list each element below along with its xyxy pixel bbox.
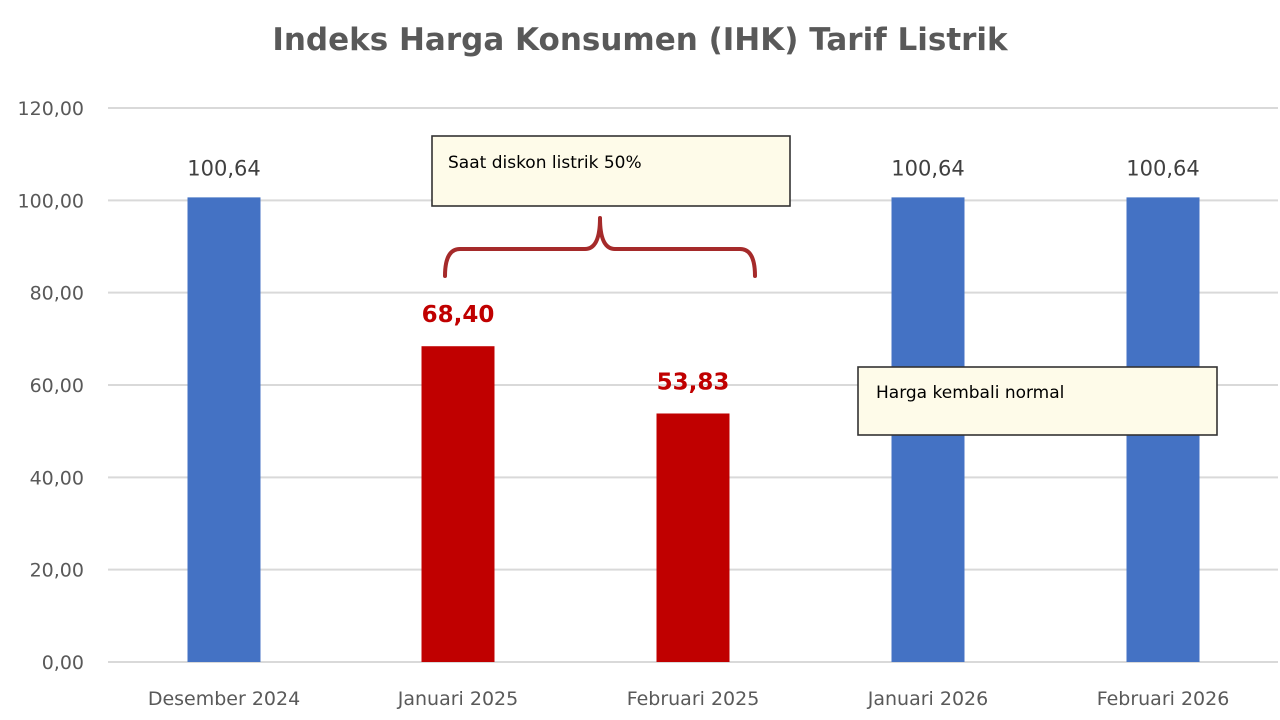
discount-callout: Saat diskon listrik 50% [431,135,791,278]
bar-januari-2025 [421,346,495,662]
data-label: 53,83 [657,369,730,395]
data-label: 100,64 [891,156,964,180]
normal-note-text: Harga kembali normal [876,383,1064,403]
x-tick-label: Februari 2025 [627,688,760,710]
bar-februari-2025 [656,413,730,662]
y-tick-label: 120,00 [18,98,84,120]
normal-note-box [857,366,1218,436]
x-tick-label: Desember 2024 [148,688,300,710]
y-tick-label: 80,00 [30,283,84,305]
x-tick-label: Februari 2026 [1097,688,1230,710]
y-tick-label: 40,00 [30,467,84,489]
x-tick-label: Januari 2026 [867,688,988,710]
y-tick-label: 0,00 [42,652,84,674]
data-label: 100,64 [187,156,260,180]
y-tick-label: 100,00 [18,190,84,212]
discount-note-text: Saat diskon listrik 50% [448,153,642,173]
y-tick-label: 20,00 [30,560,84,582]
bar-desember-2024 [187,197,261,662]
data-label: 100,64 [1126,156,1199,180]
discount-note-box [431,135,791,207]
curly-bracket [443,216,757,278]
data-label: 68,40 [422,302,495,328]
chart-title: Indeks Harga Konsumen (IHK) Tarif Listri… [272,22,1008,58]
y-tick-label: 60,00 [30,375,84,397]
x-tick-label: Januari 2025 [397,688,518,710]
normal-callout: Harga kembali normal [857,366,1218,436]
